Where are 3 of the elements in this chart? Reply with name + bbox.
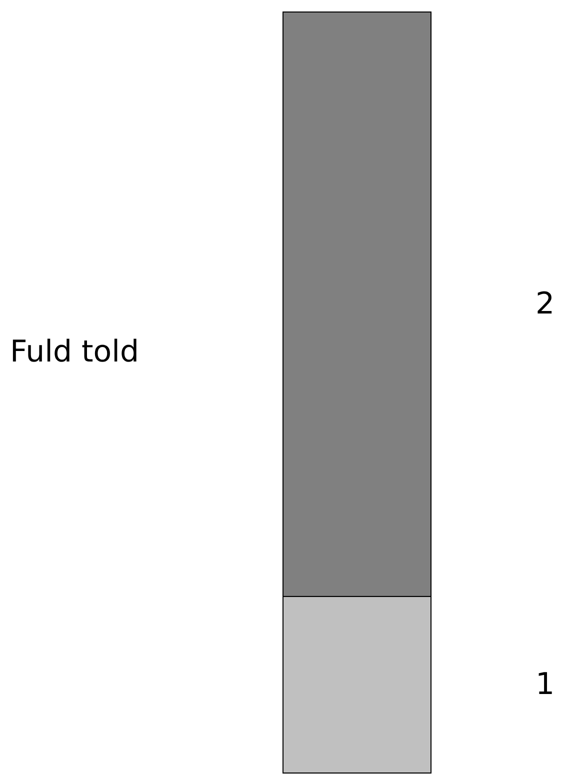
text: 1 xyxy=(535,667,555,702)
y-axis-title: Fuld told xyxy=(10,334,140,370)
text: 2 xyxy=(535,286,555,322)
